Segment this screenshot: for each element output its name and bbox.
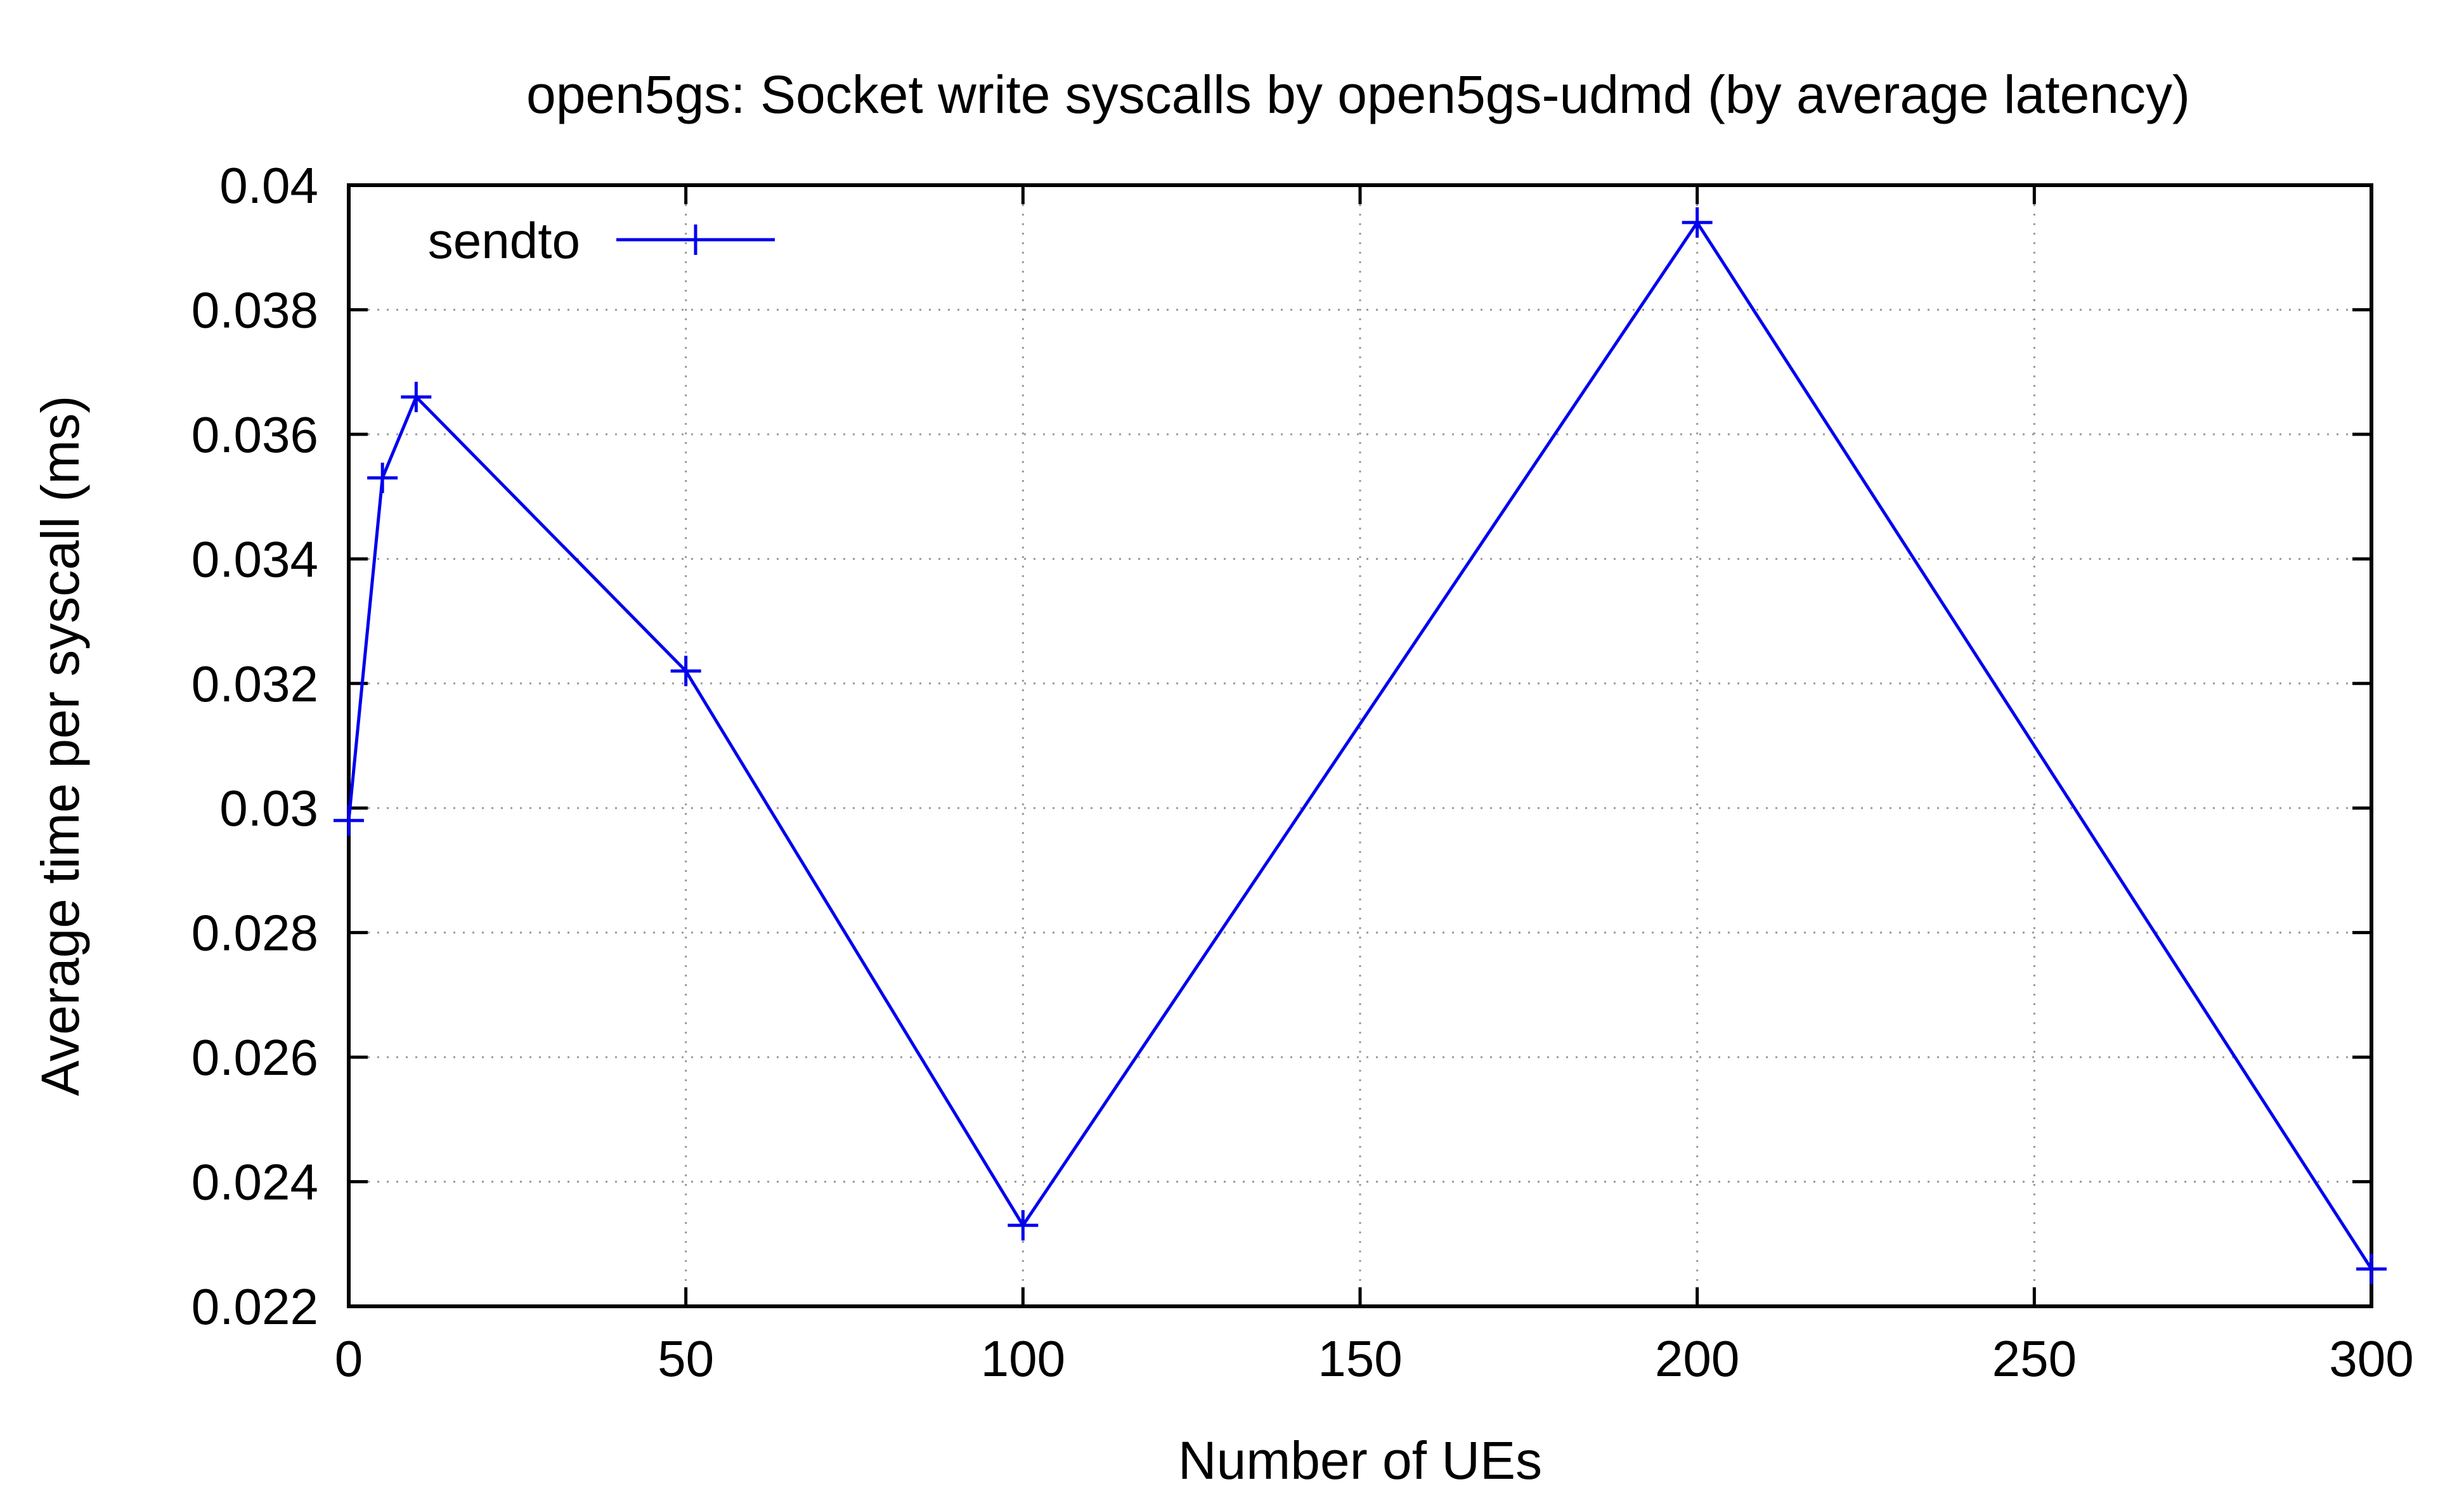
y-tick-label: 0.04: [219, 157, 318, 214]
data-point: [1008, 1210, 1039, 1241]
y-tick-label: 0.022: [191, 1278, 318, 1335]
y-axis-tick-labels: 0.022 0.024 0.026 0.028 0.03 0.032 0.034 0.036 0…: [191, 157, 318, 1335]
data-point: [1682, 207, 1713, 238]
x-tick-label: 150: [1318, 1330, 1402, 1387]
x-tick-label: 250: [1992, 1330, 2077, 1387]
x-tick-label: 200: [1655, 1330, 1739, 1387]
y-tick-label: 0.03: [219, 780, 318, 836]
y-tick-label: 0.034: [191, 531, 318, 587]
y-axis-title: Average time per syscall (ms): [30, 396, 90, 1096]
x-axis-title: Number of UEs: [1178, 1431, 1542, 1490]
y-tick-label: 0.028: [191, 905, 318, 961]
data-point: [670, 656, 701, 687]
y-tick-label: 0.038: [191, 282, 318, 338]
chart-title: open5gs: Socket write syscalls by open5g…: [526, 65, 2190, 124]
data-point: [334, 805, 364, 836]
y-tick-label: 0.026: [191, 1029, 318, 1086]
y-tick-label: 0.032: [191, 656, 318, 712]
x-tick-label: 0: [335, 1330, 363, 1387]
legend: sendto: [428, 212, 775, 269]
data-point: [2356, 1254, 2387, 1285]
legend-label-sendto: sendto: [428, 212, 580, 269]
y-tick-label: 0.024: [191, 1154, 318, 1211]
x-tick-label: 50: [658, 1330, 714, 1387]
x-tick-label: 300: [2329, 1330, 2413, 1387]
y-tick-label: 0.036: [191, 406, 318, 463]
data-point: [401, 381, 432, 412]
x-axis-tick-labels: 0 50 100 150 200 250 300: [335, 1330, 2414, 1387]
series-layer: [334, 207, 2387, 1285]
plot-frame: [347, 183, 2373, 1308]
x-tick-label: 100: [981, 1330, 1065, 1387]
data-point: [367, 462, 398, 493]
